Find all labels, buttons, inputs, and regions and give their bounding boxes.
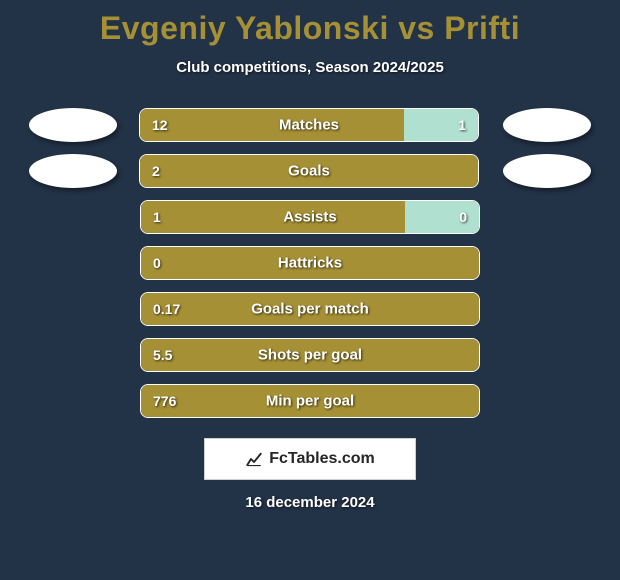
spacer bbox=[30, 246, 140, 280]
spacer bbox=[30, 384, 140, 418]
player1-value: 1 bbox=[153, 209, 161, 225]
player1-segment: 1 bbox=[141, 201, 405, 233]
player2-segment: 1 bbox=[404, 109, 478, 141]
player1-avatar bbox=[29, 108, 117, 142]
player1-value: 2 bbox=[152, 163, 160, 179]
comparison-bars: 121Matches2Goals10Assists0Hattricks0.17G… bbox=[0, 108, 620, 418]
comparison-row: 121Matches bbox=[10, 108, 610, 142]
stat-bar: 5.5Shots per goal bbox=[140, 338, 480, 372]
comparison-row: 5.5Shots per goal bbox=[10, 338, 610, 372]
player1-segment: 5.5 bbox=[141, 339, 479, 371]
subtitle: Club competitions, Season 2024/2025 bbox=[176, 59, 444, 76]
player1-value: 5.5 bbox=[153, 347, 172, 363]
stat-bar: 121Matches bbox=[139, 108, 479, 142]
comparison-row: 2Goals bbox=[10, 154, 610, 188]
spacer bbox=[480, 246, 590, 280]
player1-value: 0 bbox=[153, 255, 161, 271]
source-badge-text: FcTables.com bbox=[269, 450, 375, 468]
spacer bbox=[30, 338, 140, 372]
player1-segment: 0 bbox=[141, 247, 479, 279]
spacer bbox=[480, 384, 590, 418]
stat-bar: 0.17Goals per match bbox=[140, 292, 480, 326]
player1-value: 12 bbox=[152, 117, 168, 133]
player2-segment: 0 bbox=[405, 201, 479, 233]
chart-icon bbox=[245, 450, 263, 468]
player1-segment: 2 bbox=[140, 155, 478, 187]
player1-avatar bbox=[29, 154, 117, 188]
comparison-row: 0Hattricks bbox=[10, 246, 610, 280]
comparison-row: 0.17Goals per match bbox=[10, 292, 610, 326]
player2-value: 0 bbox=[459, 209, 467, 225]
player1-value: 0.17 bbox=[153, 301, 180, 317]
player2-avatar bbox=[503, 108, 591, 142]
spacer bbox=[480, 200, 590, 234]
spacer bbox=[30, 292, 140, 326]
player2-value: 1 bbox=[458, 117, 466, 133]
spacer bbox=[30, 200, 140, 234]
stat-bar: 2Goals bbox=[139, 154, 479, 188]
source-badge: FcTables.com bbox=[204, 438, 416, 480]
player2-avatar bbox=[503, 154, 591, 188]
footer-date: 16 december 2024 bbox=[245, 494, 374, 511]
stat-bar: 0Hattricks bbox=[140, 246, 480, 280]
spacer bbox=[480, 338, 590, 372]
player1-segment: 0.17 bbox=[141, 293, 479, 325]
comparison-row: 10Assists bbox=[10, 200, 610, 234]
infographic-container: Evgeniy Yablonski vs Prifti Club competi… bbox=[0, 0, 620, 580]
stat-bar: 10Assists bbox=[140, 200, 480, 234]
player1-segment: 12 bbox=[140, 109, 404, 141]
page-title: Evgeniy Yablonski vs Prifti bbox=[100, 10, 520, 47]
player1-segment: 776 bbox=[141, 385, 479, 417]
comparison-row: 776Min per goal bbox=[10, 384, 610, 418]
stat-bar: 776Min per goal bbox=[140, 384, 480, 418]
player1-value: 776 bbox=[153, 393, 176, 409]
spacer bbox=[480, 292, 590, 326]
